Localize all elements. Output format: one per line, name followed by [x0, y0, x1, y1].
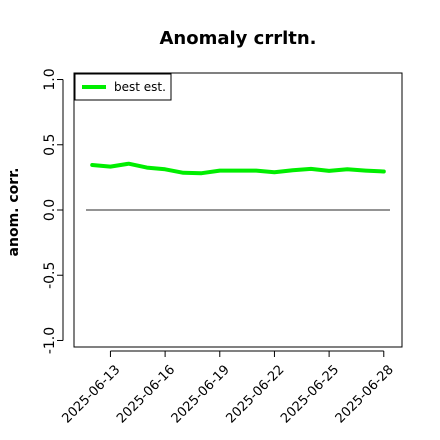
y-tick-label: -1.0: [42, 327, 58, 354]
y-tick-label: 0.5: [42, 134, 58, 156]
y-axis: -1.0 -0.5 0.0 0.5 1.0: [42, 68, 64, 354]
y-axis-label: anom. corr.: [6, 168, 22, 257]
series-line-best-est: [90, 161, 386, 176]
x-tick-label: 2025-06-28: [333, 362, 397, 426]
chart-title: Anomaly crrltn.: [159, 28, 316, 49]
legend-label: best est.: [114, 80, 166, 94]
legend: best est.: [74, 73, 172, 101]
x-axis: 2025-06-132025-06-162025-06-192025-06-22…: [59, 350, 397, 426]
plot-frame: [73, 72, 403, 348]
y-tick-label: 1.0: [42, 68, 58, 90]
y-tick-label: 0.0: [42, 199, 58, 221]
y-tick-label: -0.5: [42, 262, 58, 289]
